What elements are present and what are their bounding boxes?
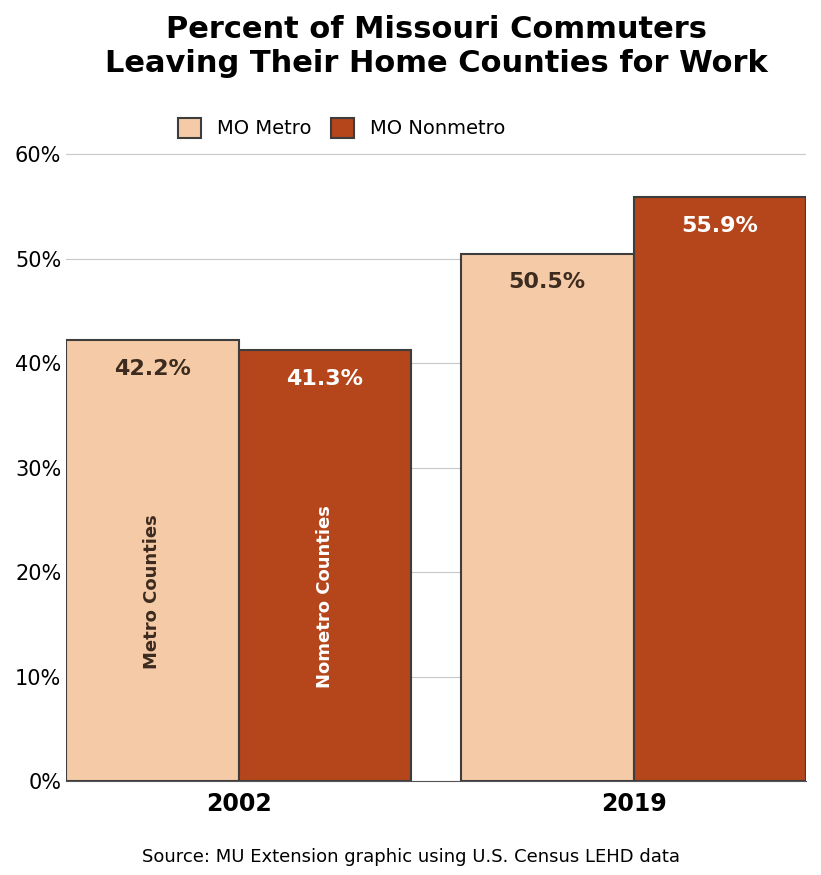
Bar xyxy=(461,254,634,781)
Legend: MO Metro, MO Nonmetro: MO Metro, MO Nonmetro xyxy=(172,112,511,144)
Text: Source: MU Extension graphic using U.S. Census LEHD data: Source: MU Extension graphic using U.S. … xyxy=(141,848,680,866)
Bar xyxy=(67,340,239,781)
Text: Nometro Counties: Nometro Counties xyxy=(316,506,334,689)
Text: 50.5%: 50.5% xyxy=(509,272,586,292)
Text: 55.9%: 55.9% xyxy=(681,216,759,236)
Text: Metro Counties: Metro Counties xyxy=(144,514,162,669)
Bar xyxy=(634,197,806,781)
Title: Percent of Missouri Commuters
Leaving Their Home Counties for Work: Percent of Missouri Commuters Leaving Th… xyxy=(105,15,768,78)
Bar xyxy=(239,350,411,781)
Text: 42.2%: 42.2% xyxy=(114,359,191,379)
Text: 41.3%: 41.3% xyxy=(287,368,364,388)
